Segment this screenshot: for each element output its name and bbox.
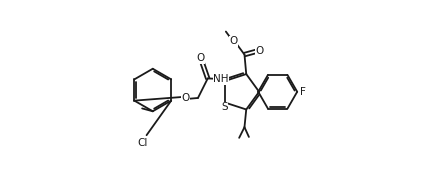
Text: O: O	[197, 53, 205, 63]
Text: O: O	[181, 93, 190, 103]
Text: O: O	[255, 46, 264, 56]
Text: O: O	[230, 36, 238, 46]
Text: F: F	[300, 87, 306, 97]
Text: NH: NH	[213, 74, 229, 84]
Text: Cl: Cl	[137, 138, 147, 148]
Text: S: S	[221, 102, 228, 112]
